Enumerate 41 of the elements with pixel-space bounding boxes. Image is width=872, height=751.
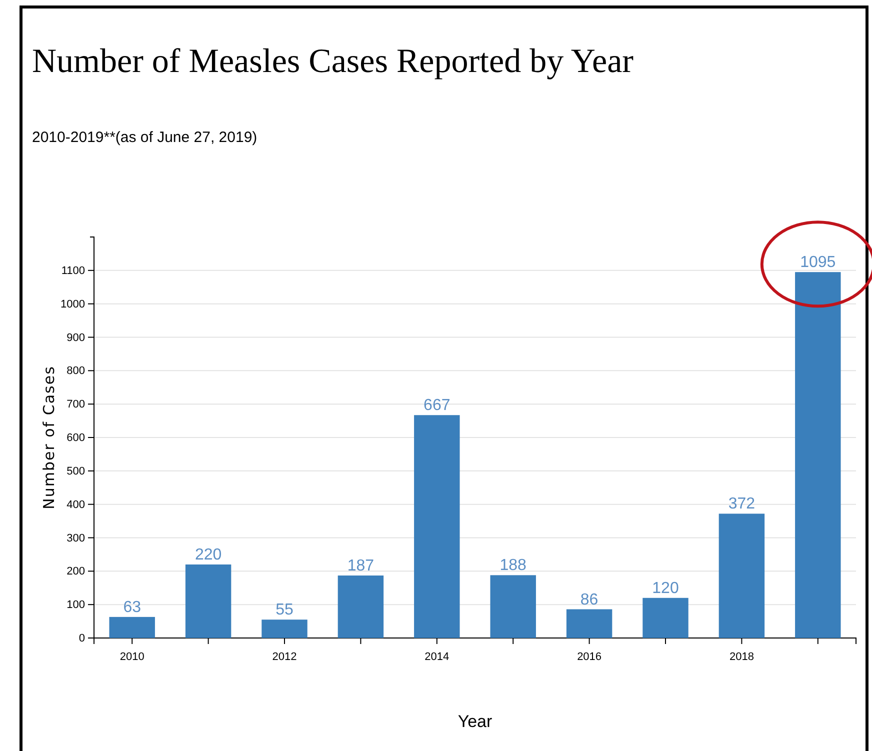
y-tick-label: 400 bbox=[66, 498, 85, 511]
bar bbox=[566, 609, 612, 638]
bar bbox=[338, 576, 384, 638]
data-label: 1095 bbox=[800, 254, 836, 272]
y-tick-label: 300 bbox=[66, 532, 85, 544]
x-tick-label: 2018 bbox=[729, 651, 754, 664]
data-label: 120 bbox=[652, 580, 679, 597]
y-tick-label: 200 bbox=[66, 566, 85, 578]
chart-title: Number of Measles Cases Reported by Year bbox=[32, 43, 634, 80]
x-tick-label: 2014 bbox=[424, 651, 450, 664]
y-tick-label: 700 bbox=[66, 398, 85, 411]
bar bbox=[490, 575, 536, 638]
bar bbox=[718, 514, 765, 638]
bar bbox=[109, 616, 155, 638]
data-label: 187 bbox=[347, 558, 374, 575]
x-axis-title: Year bbox=[458, 712, 493, 731]
data-label: 86 bbox=[580, 591, 598, 608]
data-label: 220 bbox=[194, 546, 222, 564]
y-tick-label: 600 bbox=[66, 432, 85, 444]
y-tick-label: 0 bbox=[78, 632, 85, 645]
y-tick-label: 1100 bbox=[61, 264, 85, 277]
data-label: 63 bbox=[123, 598, 142, 616]
x-tick-label: 2012 bbox=[272, 651, 297, 664]
y-tick-label: 100 bbox=[66, 599, 85, 612]
bar bbox=[414, 415, 460, 638]
y-tick-label: 800 bbox=[66, 365, 85, 378]
bar bbox=[262, 620, 308, 638]
data-label: 55 bbox=[276, 602, 294, 619]
data-label: 372 bbox=[728, 496, 756, 513]
y-axis-title: Number of Cases bbox=[40, 366, 58, 510]
data-label: 667 bbox=[424, 397, 450, 414]
y-tick-label: 900 bbox=[66, 332, 85, 344]
x-tick-label: 2010 bbox=[120, 651, 144, 664]
x-tick-label: 2016 bbox=[577, 651, 602, 664]
y-tick-label: 500 bbox=[66, 465, 85, 478]
data-label: 188 bbox=[500, 557, 527, 574]
y-tick-label: 1000 bbox=[60, 298, 85, 310]
bar bbox=[642, 598, 688, 638]
bar bbox=[185, 564, 232, 638]
chart-subtitle: 2010-2019**(as of June 27, 2019) bbox=[32, 129, 258, 146]
bar bbox=[795, 272, 841, 638]
